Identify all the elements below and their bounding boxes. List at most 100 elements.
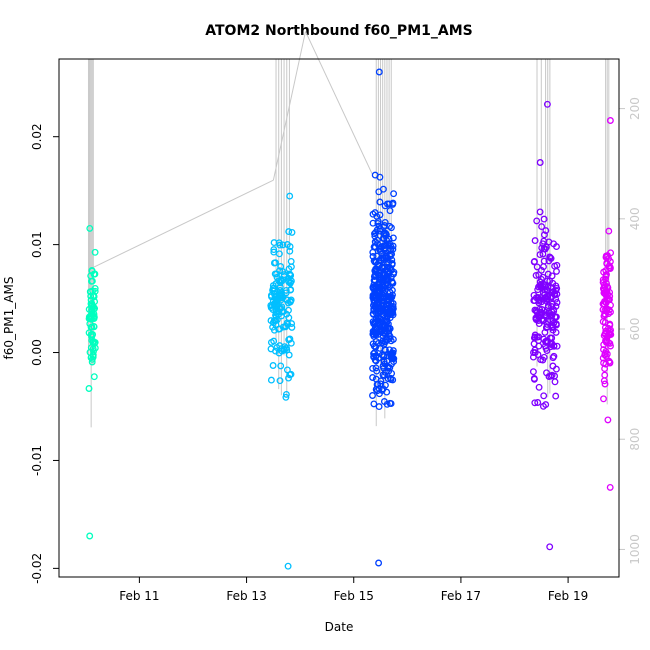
data-point — [283, 310, 291, 318]
data-point — [283, 366, 291, 374]
data-point — [371, 349, 379, 357]
data-point — [600, 377, 608, 385]
altitude-tick-label: 600 — [628, 318, 642, 341]
data-point — [287, 286, 295, 294]
data-point — [552, 392, 560, 400]
data-point — [373, 367, 381, 375]
data-point — [545, 373, 553, 380]
data-point — [369, 252, 377, 260]
data-point — [268, 293, 275, 301]
data-point — [601, 371, 609, 379]
data-point — [376, 198, 384, 206]
altitude-trace — [87, 31, 610, 428]
data-point — [286, 278, 294, 286]
data-point — [272, 347, 279, 355]
data-point — [275, 277, 283, 285]
data-point — [285, 351, 293, 359]
data-point — [543, 324, 551, 331]
data-point — [89, 293, 97, 300]
data-point — [88, 267, 96, 274]
data-point — [373, 295, 381, 303]
data-point — [383, 309, 391, 317]
data-point — [91, 248, 99, 256]
data-point — [287, 297, 295, 305]
data-point — [372, 258, 380, 266]
data-point — [374, 219, 382, 227]
data-point — [600, 359, 608, 367]
data-point — [386, 207, 394, 215]
x-tick-label: Feb 17 — [441, 589, 481, 603]
data-point — [540, 245, 548, 253]
data-point — [540, 353, 548, 361]
data-point — [604, 416, 612, 424]
data-point — [389, 245, 397, 253]
data-point — [378, 339, 386, 347]
data-point — [278, 303, 286, 311]
data-point — [269, 362, 277, 369]
data-point — [381, 267, 389, 275]
data-point — [602, 271, 610, 279]
data-point — [372, 265, 380, 273]
data-point — [553, 284, 561, 292]
data-point — [544, 293, 552, 301]
altitude-trace-segment — [305, 31, 373, 175]
data-point — [602, 267, 610, 275]
data-point — [534, 293, 542, 301]
y-tick-label: -0.02 — [30, 553, 44, 584]
x-axis-label: Date — [325, 620, 354, 634]
data-point — [373, 236, 381, 244]
data-point — [88, 355, 96, 363]
data-point — [548, 272, 556, 280]
data-point — [271, 270, 279, 278]
data-point — [270, 337, 278, 345]
data-point — [285, 306, 292, 314]
data-point — [284, 562, 292, 570]
data-point — [87, 314, 95, 322]
data-point — [87, 292, 95, 300]
data-point — [379, 299, 386, 307]
data-point — [372, 364, 380, 372]
data-point — [374, 317, 382, 325]
data-point — [531, 306, 539, 314]
data-point — [283, 344, 290, 352]
data-point — [545, 257, 553, 265]
data-point — [370, 400, 378, 408]
data-point — [87, 354, 95, 362]
plot-frame — [58, 58, 620, 578]
data-point — [535, 383, 543, 391]
data-point — [376, 305, 384, 313]
data-point — [387, 400, 395, 408]
data-point — [85, 385, 93, 392]
data-point — [381, 372, 388, 380]
data-point — [282, 393, 290, 401]
data-point — [285, 374, 292, 382]
data-point — [277, 362, 285, 370]
data-point — [87, 323, 95, 331]
data-point — [91, 338, 99, 346]
data-point — [551, 378, 559, 386]
data-point — [540, 215, 548, 223]
data-point — [542, 401, 550, 409]
data-point — [282, 286, 290, 294]
data-point — [531, 237, 539, 245]
data-point — [288, 323, 296, 331]
y-tick-label: 0.02 — [30, 123, 44, 150]
data-point — [389, 354, 397, 362]
data-point — [535, 283, 542, 291]
altitude-tick-label: 400 — [628, 207, 642, 230]
data-point — [288, 320, 296, 328]
data-point — [549, 279, 557, 287]
data-point — [390, 190, 398, 198]
data-point — [378, 323, 386, 331]
data-point — [369, 392, 376, 399]
data-point — [90, 373, 98, 381]
data-point — [600, 300, 608, 308]
data-point — [370, 281, 378, 289]
data-point — [287, 339, 295, 347]
data-point — [272, 321, 280, 329]
data-point — [542, 227, 550, 235]
data-point — [530, 375, 538, 383]
data-point — [285, 228, 293, 236]
data-point — [379, 185, 387, 193]
data-point — [531, 258, 538, 265]
